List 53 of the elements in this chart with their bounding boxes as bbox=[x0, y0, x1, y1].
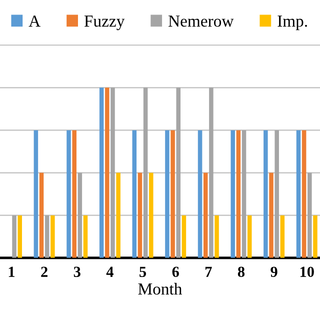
x-tick-label: 6 bbox=[172, 266, 179, 278]
bar bbox=[236, 130, 241, 258]
bar bbox=[165, 130, 170, 258]
legend-label: Imp. bbox=[278, 16, 307, 30]
x-tick-label: 4 bbox=[106, 266, 114, 277]
bar bbox=[176, 88, 181, 258]
x-tick-label: 10 bbox=[300, 266, 314, 278]
legend-label: Nemerow bbox=[168, 16, 234, 27]
bar bbox=[50, 215, 55, 258]
bar bbox=[198, 130, 202, 258]
x-tick-label: 3 bbox=[74, 266, 80, 278]
bar bbox=[296, 130, 301, 258]
bar bbox=[143, 88, 148, 258]
bar bbox=[203, 172, 208, 258]
x-tick-label: 8 bbox=[238, 266, 245, 278]
bar bbox=[132, 130, 137, 258]
bar bbox=[242, 130, 246, 258]
bar bbox=[170, 130, 175, 258]
legend-label: A bbox=[28, 16, 40, 27]
x-tick-label: 9 bbox=[270, 266, 278, 278]
x-tick-label: 1 bbox=[8, 266, 15, 277]
bar bbox=[274, 130, 279, 258]
bar bbox=[99, 88, 104, 258]
bar bbox=[105, 88, 110, 258]
bar bbox=[78, 172, 82, 258]
bar bbox=[264, 130, 268, 258]
bar bbox=[247, 215, 252, 258]
bar bbox=[149, 172, 154, 258]
bar bbox=[182, 215, 186, 258]
bar bbox=[66, 130, 71, 258]
x-tick-label: 2 bbox=[41, 266, 48, 277]
bar bbox=[83, 215, 88, 258]
bar bbox=[230, 130, 235, 258]
bar bbox=[116, 172, 120, 258]
x-tick-label: 7 bbox=[205, 266, 212, 277]
bar bbox=[12, 215, 16, 258]
x-axis-title: Month bbox=[138, 282, 182, 295]
legend-label: Fuzzy bbox=[84, 16, 125, 30]
x-tick-label: 5 bbox=[140, 266, 146, 278]
bar bbox=[308, 172, 312, 258]
bar bbox=[39, 172, 44, 258]
bar bbox=[72, 130, 76, 258]
bar bbox=[214, 215, 219, 258]
bar bbox=[209, 88, 214, 258]
bar bbox=[302, 130, 306, 258]
bar bbox=[138, 172, 142, 258]
bar bbox=[313, 215, 318, 258]
bar bbox=[18, 215, 22, 258]
bar bbox=[34, 130, 38, 258]
bar bbox=[44, 215, 50, 258]
bar bbox=[110, 88, 115, 258]
bar bbox=[269, 172, 274, 258]
bar bbox=[280, 215, 285, 258]
